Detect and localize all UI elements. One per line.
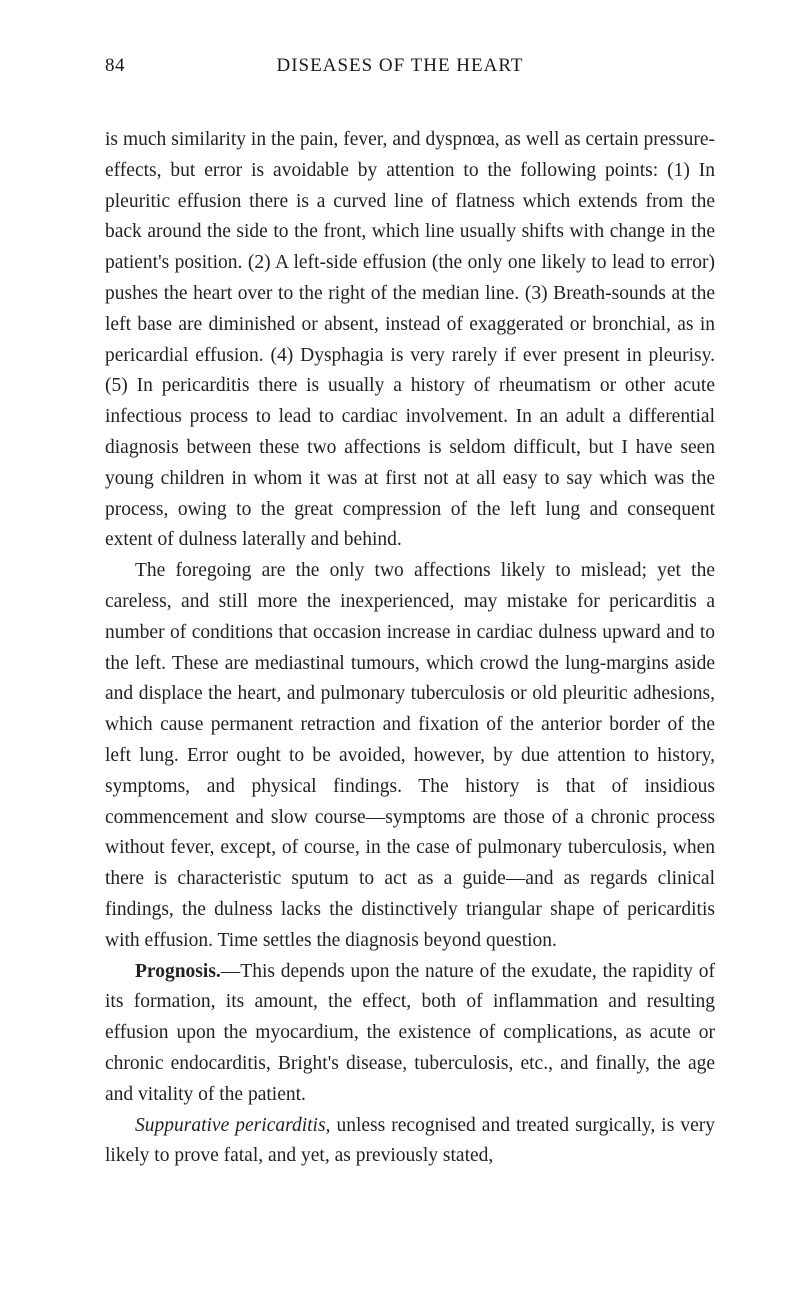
paragraph-1: is much similarity in the pain, fever, a… <box>105 125 715 556</box>
prognosis-heading: Prognosis. <box>135 961 221 982</box>
page-header: 84 DISEASES OF THE HEART <box>105 55 715 77</box>
paragraph-2: The foregoing are the only two affection… <box>105 556 715 956</box>
chapter-title: DISEASES OF THE HEART <box>125 55 675 77</box>
paragraph-4: Suppurative pericarditis, unless recogni… <box>105 1111 715 1173</box>
body-text-container: is much similarity in the pain, fever, a… <box>105 125 715 1172</box>
suppurative-italic: Suppurative pericarditis, <box>135 1115 330 1136</box>
page-number: 84 <box>105 55 125 77</box>
paragraph-3-text: —This depends upon the nature of the exu… <box>105 961 715 1105</box>
paragraph-3: Prognosis.—This depends upon the nature … <box>105 957 715 1111</box>
